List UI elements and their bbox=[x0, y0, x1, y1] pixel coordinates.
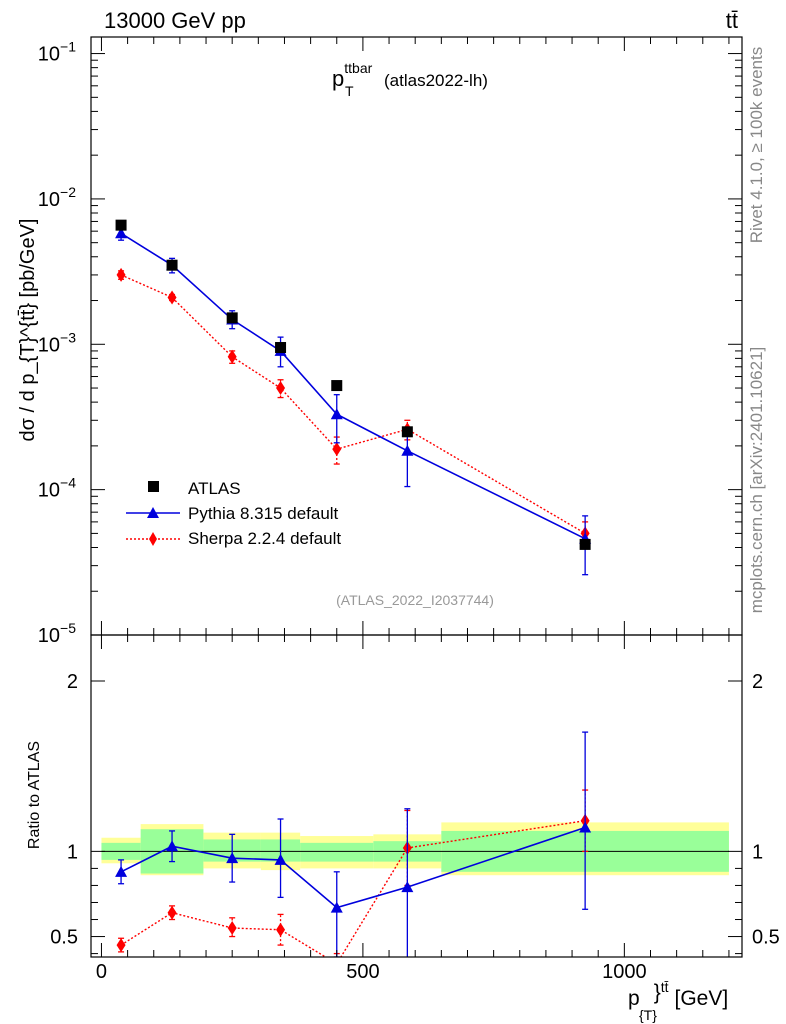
main-point-atlas bbox=[401, 426, 413, 438]
ratio-xlabel: p}tt̄ [GeV] bbox=[628, 979, 728, 1010]
main-ytick-label: 10−3 bbox=[38, 329, 76, 356]
ratio-ytick-label-right: 0.5 bbox=[752, 927, 780, 949]
energy-label: 13000 GeV pp bbox=[104, 8, 246, 33]
main-ticks bbox=[91, 37, 742, 636]
main-point-pythia bbox=[330, 408, 343, 420]
ratio-ylabel: Ratio to ATLAS bbox=[26, 741, 43, 849]
ratio-point-pythia bbox=[274, 853, 287, 865]
process-label: tt̄ bbox=[726, 8, 738, 33]
ratio-ytick-label-left: 0.5 bbox=[50, 927, 78, 949]
ratio-point-pythia bbox=[401, 881, 414, 893]
ratio-ytick-label-right: 1 bbox=[752, 841, 763, 863]
legend-marker-atlas bbox=[148, 481, 159, 492]
main-point-atlas bbox=[579, 538, 591, 550]
ratio-xtick-labels: 0 500 1000 bbox=[96, 961, 647, 983]
main-panel: 10−1 10−2 10−3 10−4 10−5 pttbar T (atlas2022… bbox=[17, 36, 743, 647]
ratio-ytick-label-left: 1 bbox=[67, 841, 78, 863]
main-point-atlas bbox=[226, 312, 238, 324]
main-point-sherpa bbox=[116, 267, 126, 282]
main-point-sherpa bbox=[276, 381, 286, 396]
main-point-sherpa bbox=[227, 349, 237, 364]
main-ylabel: dσ / d p_{T}^{tt̄} [pb/GeV] bbox=[17, 219, 39, 442]
main-ytick-label: 10−2 bbox=[38, 184, 76, 211]
ratio-point-pythia bbox=[330, 901, 343, 913]
ratio-point-sherpa bbox=[116, 938, 126, 953]
main-ytick-labels: 10−1 10−2 10−3 10−4 10−5 bbox=[38, 39, 76, 647]
ratio-point-pythia bbox=[579, 821, 592, 833]
plot-title-subscript: T bbox=[345, 83, 354, 99]
main-ytick-label: 10−5 bbox=[38, 620, 76, 647]
legend-label-sherpa: Sherpa 2.2.4 default bbox=[188, 529, 341, 548]
ratio-point-sherpa bbox=[167, 905, 177, 920]
legend-marker-sherpa bbox=[149, 532, 157, 546]
uncertainty-bands bbox=[101, 822, 729, 876]
main-ytick-label: 10−1 bbox=[38, 39, 76, 66]
legend: ATLAS Pythia 8.315 default Sherpa 2.2.4 … bbox=[126, 479, 341, 548]
mcplots-label: mcplots.cern.ch [arXiv:2401.10621] bbox=[747, 347, 766, 613]
ratio-point-sherpa bbox=[276, 922, 286, 937]
ratio-point-pythia bbox=[166, 840, 179, 852]
analysis-id: (ATLAS_2022_I2037744) bbox=[336, 592, 494, 608]
ratio-xlabel-subscript: {T} bbox=[639, 1007, 657, 1023]
main-series bbox=[115, 219, 592, 576]
ratio-panel: 0.5 0.5 1 1 2 2 0 500 1000 Ratio to ATLAS p}tt̄… bbox=[26, 634, 780, 1023]
ratio-ticks bbox=[91, 635, 742, 957]
legend-label-atlas: ATLAS bbox=[188, 479, 241, 498]
main-point-atlas bbox=[166, 259, 178, 271]
legend-label-pythia: Pythia 8.315 default bbox=[188, 504, 339, 523]
main-point-sherpa bbox=[332, 442, 342, 457]
ratio-xtick-label: 500 bbox=[346, 961, 379, 983]
ratio-point-pythia bbox=[226, 852, 239, 864]
main-point-atlas bbox=[115, 219, 127, 231]
main-point-sherpa bbox=[167, 290, 177, 305]
ratio-xtick-label: 0 bbox=[96, 961, 107, 983]
ratio-point-sherpa bbox=[227, 921, 237, 936]
main-point-pythia bbox=[401, 444, 414, 456]
main-point-atlas bbox=[275, 342, 287, 354]
main-point-atlas bbox=[331, 380, 343, 392]
ratio-ytick-label-right: 2 bbox=[752, 671, 763, 693]
plot-title: pttbar bbox=[332, 60, 373, 91]
ratio-ytick-label-left: 2 bbox=[67, 671, 78, 693]
main-ytick-label: 10−4 bbox=[38, 475, 76, 502]
ratio-point-pythia bbox=[115, 865, 128, 877]
legend-marker-pythia bbox=[147, 507, 159, 518]
ratio-frame bbox=[90, 634, 743, 958]
ratio-series bbox=[115, 731, 592, 957]
rivet-label: Rivet 4.1.0, ≥ 100k events bbox=[747, 47, 766, 243]
plot-title-suffix: (atlas2022-lh) bbox=[384, 71, 488, 90]
ratio-ytick-labels: 0.5 0.5 1 1 2 2 bbox=[50, 671, 780, 949]
band-inner bbox=[300, 842, 374, 862]
ratio-xtick-label: 1000 bbox=[602, 961, 647, 983]
main-point-pythia bbox=[115, 227, 128, 239]
